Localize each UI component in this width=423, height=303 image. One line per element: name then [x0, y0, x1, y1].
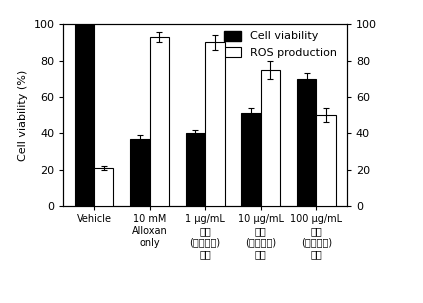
Legend: Cell viability, ROS production: Cell viability, ROS production — [220, 26, 341, 62]
Bar — [186, 133, 205, 206]
Bar — [130, 139, 150, 206]
Bar — [297, 79, 316, 206]
Bar — [74, 24, 94, 206]
Bar — [261, 70, 280, 206]
Bar — [150, 37, 169, 206]
Bar — [241, 113, 261, 206]
Bar — [205, 42, 225, 206]
Bar — [94, 168, 113, 206]
Y-axis label: Cell viability (%): Cell viability (%) — [18, 69, 28, 161]
Bar — [316, 115, 336, 206]
